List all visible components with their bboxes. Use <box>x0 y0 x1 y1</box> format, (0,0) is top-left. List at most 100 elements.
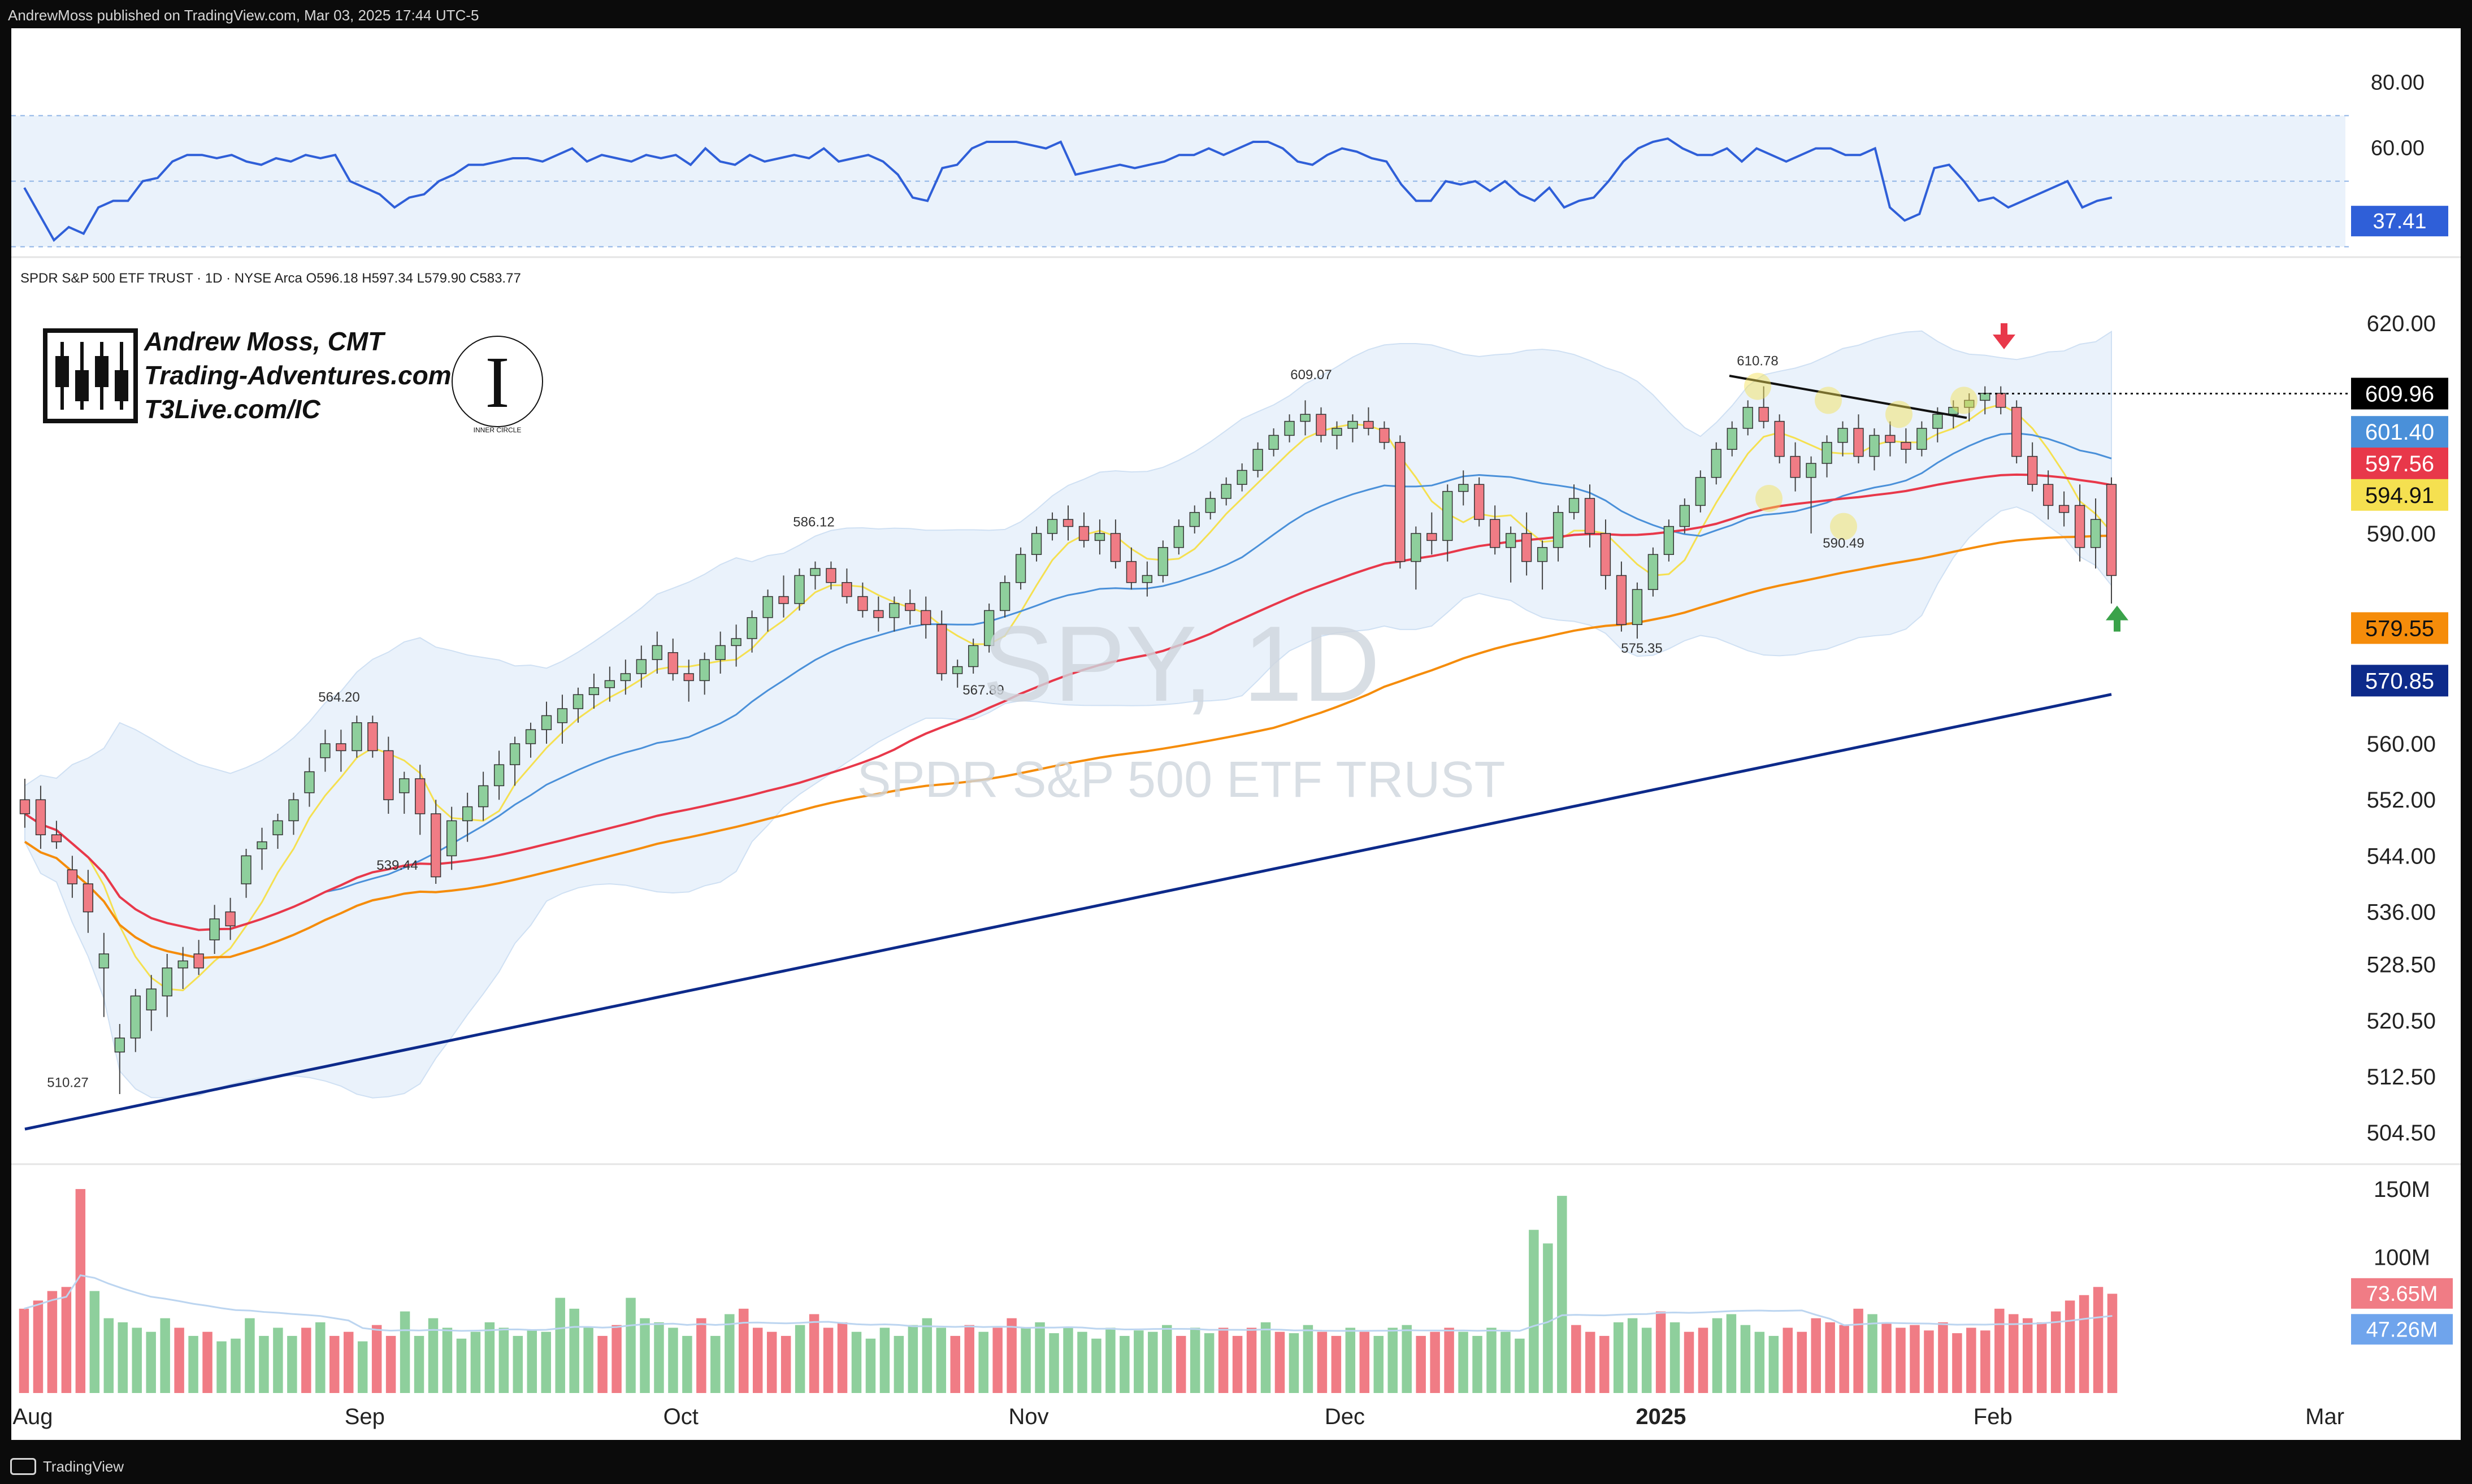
candle-body <box>1379 428 1390 443</box>
candle <box>2058 491 2070 527</box>
volume-bar <box>1204 1333 1215 1393</box>
volume-bar <box>174 1327 184 1393</box>
volume-bar <box>1529 1230 1539 1393</box>
price-level-box <box>2351 665 2448 697</box>
candle <box>952 659 963 688</box>
volume-bar <box>908 1325 918 1393</box>
candle-body <box>1964 400 1975 408</box>
candle <box>715 631 726 674</box>
volume-bar <box>597 1335 608 1393</box>
volume-bar <box>1655 1311 1666 1393</box>
candle-body <box>1252 449 1263 471</box>
candle-body <box>320 743 331 758</box>
candle-body <box>1395 442 1406 562</box>
volume-bar <box>245 1318 255 1393</box>
candle <box>1094 519 1105 555</box>
candle <box>1711 442 1721 485</box>
price-level-badge: 601.40 <box>2351 416 2448 448</box>
candle <box>19 779 31 828</box>
candle-body <box>1474 484 1485 520</box>
volume-bar <box>118 1322 128 1393</box>
candle-body <box>1237 470 1247 485</box>
volume-bar <box>2079 1295 2089 1393</box>
candle-body <box>921 610 931 625</box>
candle-body <box>478 785 489 808</box>
price-level-label: 597.56 <box>2365 452 2434 476</box>
volume-bar <box>1218 1327 1229 1393</box>
volume-bar <box>1684 1331 1694 1393</box>
candle-body <box>2027 455 2038 485</box>
volume-bar <box>879 1327 890 1393</box>
candle-body <box>114 1038 125 1053</box>
volume-badge: 47.26M <box>2351 1314 2453 1345</box>
candle <box>415 765 426 835</box>
candle <box>1806 456 1816 533</box>
price-annotation: 586.12 <box>793 515 834 530</box>
candle <box>905 589 916 625</box>
candle-body <box>367 722 378 752</box>
candle-body <box>336 743 346 752</box>
candle-body <box>1663 526 1674 555</box>
candle-body <box>2106 484 2117 576</box>
candle <box>810 561 821 590</box>
candle-body <box>193 953 204 969</box>
candle <box>1047 512 1058 541</box>
volume-badge-box <box>2351 1278 2453 1309</box>
volume-bar <box>428 1318 439 1393</box>
volume-bar <box>1825 1322 1835 1393</box>
brand-line-3: T3Live.com/IC <box>144 394 321 424</box>
candle <box>1300 400 1311 436</box>
candle-body <box>1806 463 1816 478</box>
candle <box>367 715 378 758</box>
volume-bar <box>1232 1335 1243 1393</box>
volume-bar <box>1007 1318 1017 1393</box>
candle-body <box>1647 554 1659 590</box>
volume-bar <box>626 1298 636 1393</box>
rsi-last-value: 37.41 <box>2351 206 2448 237</box>
candle <box>889 596 900 632</box>
volume-bar <box>583 1327 593 1393</box>
candle <box>1062 505 1074 541</box>
watermark-name: SPDR S&P 500 ETF TRUST <box>857 752 1505 808</box>
axes: 80.0060.0037.41620.00600.00590.00560.005… <box>12 71 2453 1429</box>
volume-bar <box>837 1322 848 1393</box>
candle-body <box>177 960 188 969</box>
candle <box>1822 435 1832 478</box>
volume-bar <box>343 1331 354 1393</box>
volume-bar <box>357 1341 368 1393</box>
candle <box>1521 512 1532 576</box>
candle-body <box>541 715 552 730</box>
price-level-box <box>2351 416 2448 448</box>
candle-body <box>19 799 31 814</box>
volume-bar <box>1726 1314 1737 1393</box>
volume-bar <box>1260 1322 1271 1393</box>
candle-body <box>525 729 536 744</box>
candle-body <box>1616 575 1627 625</box>
price-level-box <box>2351 479 2448 511</box>
x-axis-label: Sep <box>345 1404 385 1429</box>
candle-body <box>1901 442 1911 450</box>
candle-body <box>1015 554 1026 583</box>
candle-body <box>1411 533 1421 562</box>
candle <box>1284 414 1295 442</box>
candle-body <box>826 568 836 583</box>
candle-body <box>604 680 615 688</box>
candle <box>257 827 267 870</box>
candle <box>1490 505 1500 555</box>
candle <box>794 569 805 611</box>
tradingview-brand[interactable]: TradingView <box>10 1458 124 1476</box>
volume-bar <box>950 1335 961 1393</box>
candle-body <box>1996 393 2006 408</box>
candle-body <box>241 855 251 884</box>
candle <box>67 856 78 898</box>
candle <box>984 604 995 653</box>
candle-body <box>2090 519 2101 548</box>
candle <box>1426 512 1437 555</box>
volume-bar <box>1966 1327 1976 1393</box>
candle <box>1157 540 1168 583</box>
volume-bar <box>809 1314 819 1393</box>
candle <box>1205 491 1216 520</box>
candle <box>1584 484 1595 548</box>
volume-bar <box>273 1327 283 1393</box>
